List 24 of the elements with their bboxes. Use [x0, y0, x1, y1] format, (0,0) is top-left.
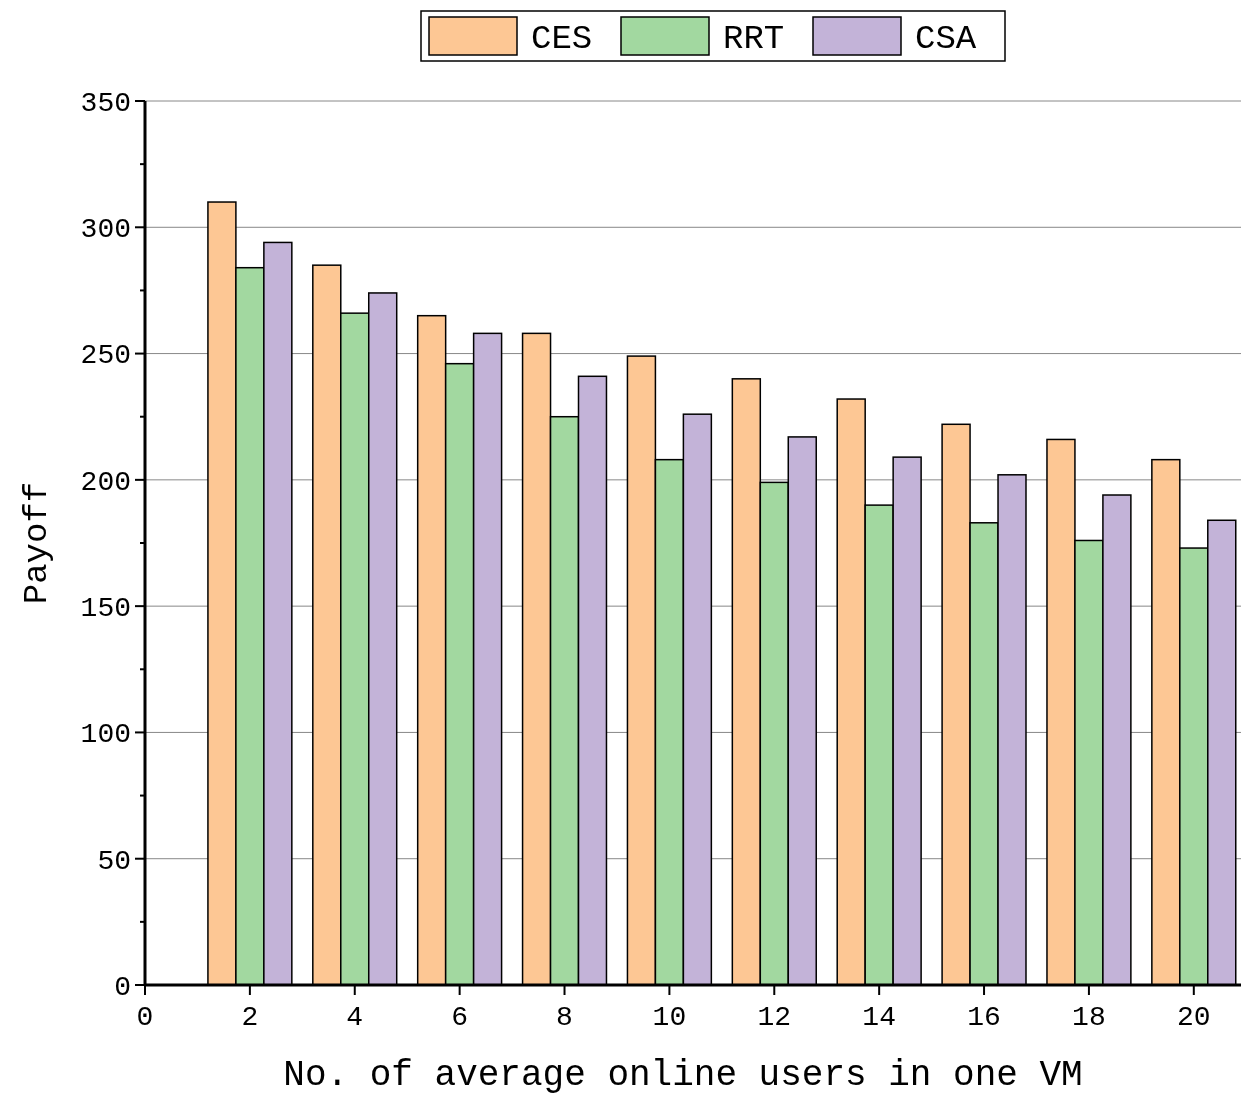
legend-label: CES	[531, 19, 593, 58]
y-tick-label: 350	[80, 87, 131, 119]
x-tick-label: 18	[1072, 1002, 1106, 1033]
y-tick-label: 0	[114, 971, 131, 1003]
x-tick-label: 4	[346, 1002, 364, 1033]
x-tick-label: 20	[1177, 1002, 1211, 1033]
y-tick-label: 300	[80, 214, 131, 246]
y-tick-label: 50	[97, 845, 131, 877]
y-tick-label: 250	[80, 340, 131, 372]
y-tick-label: 150	[80, 592, 131, 624]
y-tick-label: 200	[80, 466, 131, 498]
x-tick-label: 0	[136, 1002, 154, 1033]
x-tick-label: 8	[556, 1002, 573, 1033]
legend-label: RRT	[723, 19, 785, 58]
x-axis-title: No. of average online users in one VM	[283, 1055, 1083, 1096]
legend-label: CSA	[915, 19, 977, 58]
y-axis-title: Payoff	[18, 481, 56, 605]
x-tick-label: 2	[241, 1002, 259, 1033]
x-tick-label: 10	[652, 1002, 687, 1033]
x-tick-label: 14	[862, 1002, 896, 1033]
x-tick-label: 12	[757, 1002, 792, 1033]
x-tick-label: 16	[967, 1002, 1001, 1033]
x-tick-label: 6	[451, 1002, 469, 1033]
y-tick-label: 100	[80, 719, 131, 751]
